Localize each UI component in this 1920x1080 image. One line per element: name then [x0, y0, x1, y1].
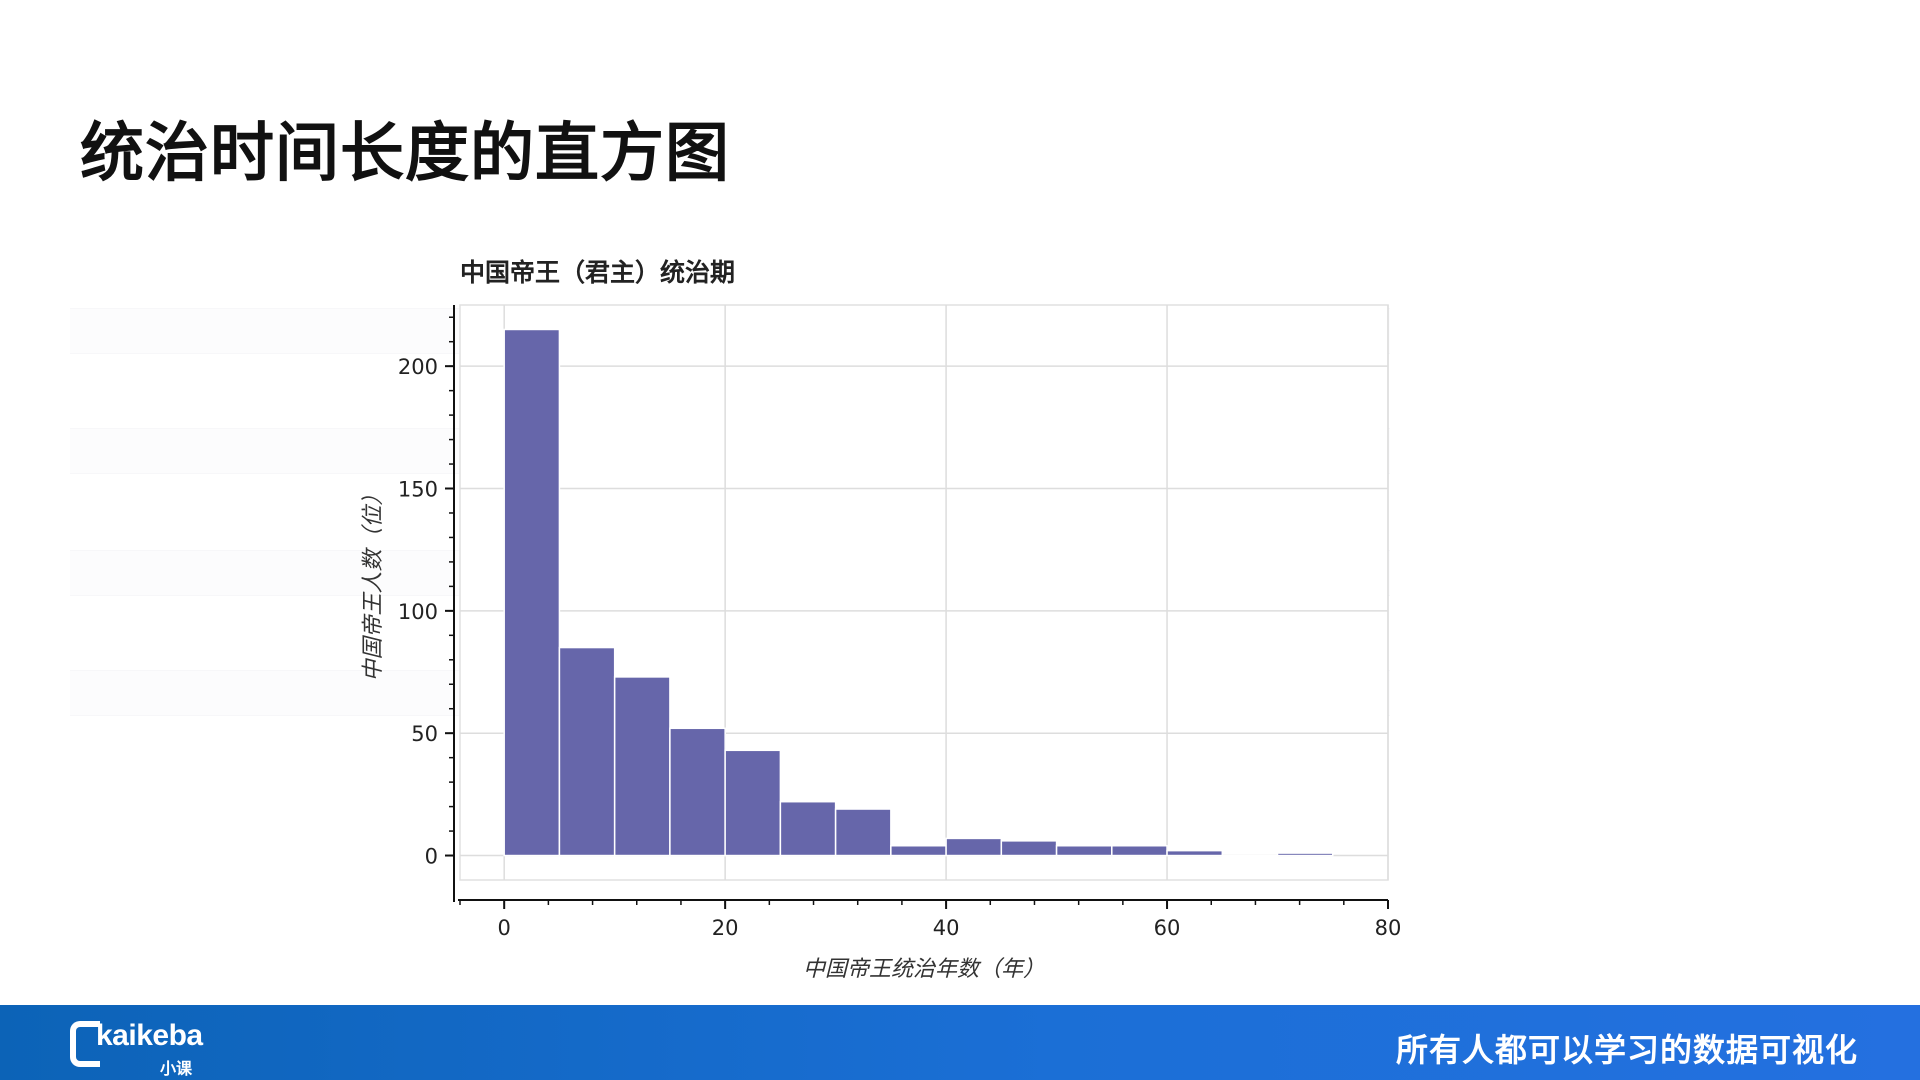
histogram-bar: [946, 838, 1001, 855]
y-tick-label: 50: [411, 722, 438, 746]
y-tick-label: 200: [398, 355, 438, 379]
y-axis-label: 中国帝王人数（位）: [361, 483, 386, 681]
y-tick-label: 150: [398, 478, 438, 502]
histogram-bar: [1001, 841, 1056, 856]
x-tick-label: 0: [498, 916, 511, 940]
logo-subtext: 小课: [160, 1055, 192, 1079]
histogram-bar: [1222, 856, 1277, 857]
histogram-bar: [615, 677, 670, 856]
x-tick-label: 80: [1375, 916, 1402, 940]
histogram-bar: [670, 728, 725, 855]
footer-bar: kaikeba 小课 所有人都可以学习的数据可视化: [0, 1005, 1920, 1080]
histogram-bar: [891, 846, 946, 856]
x-tick-label: 60: [1154, 916, 1181, 940]
x-tick-label: 20: [712, 916, 739, 940]
y-tick-label: 100: [398, 600, 438, 624]
chart-title: 中国帝王（君主）统治期: [460, 258, 735, 287]
histogram-bar: [1057, 846, 1112, 856]
histogram-bar: [1167, 851, 1222, 856]
kaikeba-logo[interactable]: kaikeba 小课: [70, 1019, 220, 1074]
histogram-bar: [1278, 853, 1333, 855]
histogram-bar: [504, 329, 559, 855]
logo-text: kaikeba: [96, 1019, 203, 1053]
histogram-bar: [836, 809, 891, 855]
x-tick-label: 40: [933, 916, 960, 940]
footer-slogan: 所有人都可以学习的数据可视化: [1396, 1025, 1858, 1071]
histogram-chart: 中国帝王（君主）统治期 0 20 40 60 80 0 50 100 150 200 中国帝王统治…: [340, 250, 1420, 980]
histogram-bar: [1112, 846, 1167, 856]
page-title: 统治时间长度的直方图: [80, 102, 730, 194]
x-axis-label: 中国帝王统治年数（年）: [803, 957, 1045, 980]
y-tick-label: 0: [425, 845, 438, 869]
histogram-svg: 中国帝王（君主）统治期 0 20 40 60 80 0 50 100 150 200 中国帝王统治…: [340, 250, 1420, 980]
histogram-bar: [559, 648, 614, 856]
histogram-bar: [725, 750, 780, 855]
histogram-bar: [780, 802, 835, 856]
